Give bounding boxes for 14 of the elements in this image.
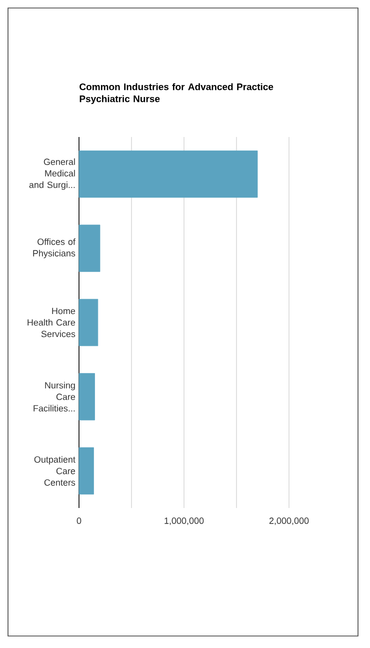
chart-title: Common Industries for Advanced Practice Psychiatric Nurse (80, 83, 274, 104)
bar (78, 373, 95, 420)
x-tick-label: 2,000,000 (269, 518, 309, 525)
y-tick-label: Outpatient Care Centers (34, 456, 76, 486)
y-tick-label: General Medical and Surgi... (29, 158, 75, 190)
bar (78, 224, 100, 272)
bar (78, 447, 94, 494)
x-tick-label: 1,000,000 (164, 518, 204, 525)
bar (78, 150, 258, 198)
y-tick-label: Home Health Care Services (28, 308, 76, 338)
x-tick-label: 0 (76, 518, 82, 524)
y-tick-label: Offices of Physicians (33, 238, 76, 258)
bar (78, 298, 98, 346)
y-tick-label: Nursing Care Facilities... (34, 382, 76, 412)
